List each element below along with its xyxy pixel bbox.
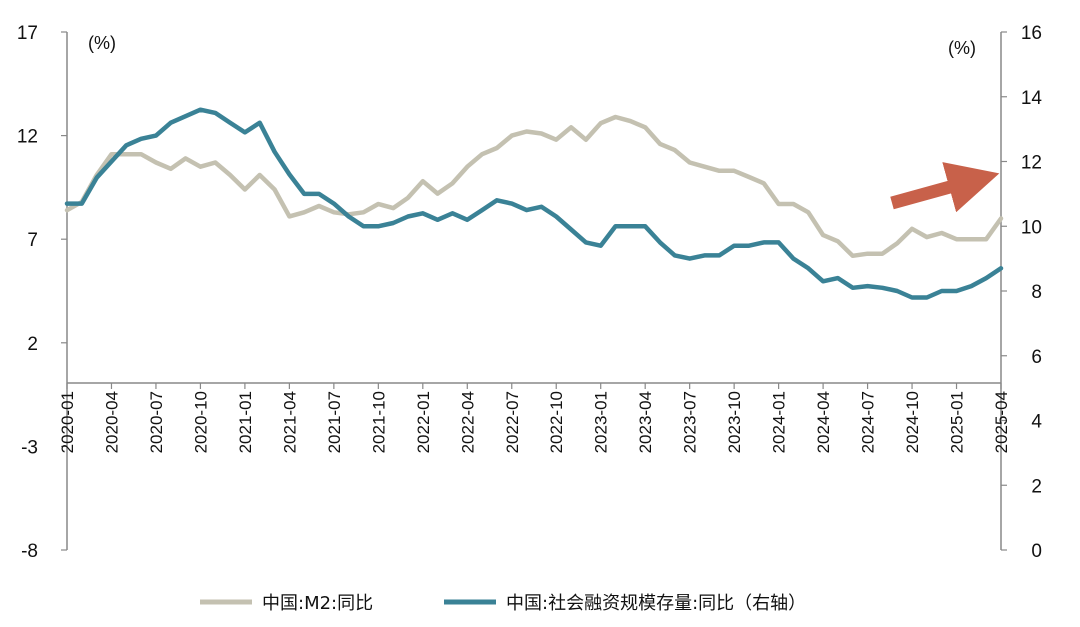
- right-tick-label: 12: [1021, 153, 1042, 174]
- x-tick-label: 2024-04: [814, 391, 833, 453]
- x-tick-label: 2020-07: [147, 391, 166, 453]
- right-axis: 16 14 12 10 8 6 4 2 0 (%): [948, 23, 1042, 562]
- x-tick-label: 2024-07: [859, 391, 878, 453]
- right-tick-label: 14: [1021, 88, 1043, 109]
- left-tick-label: -3: [21, 437, 38, 458]
- x-tick-label: 2020-04: [102, 391, 121, 453]
- legend-label: 中国:社会融资规模存量:同比（右轴）: [506, 593, 806, 614]
- x-tick-label: 2025-04: [992, 391, 1011, 453]
- left-axis: 17 12 7 2 -3 -8 (%): [17, 23, 116, 562]
- x-tick-label: 2023-04: [636, 391, 655, 453]
- x-tick-label: 2021-01: [236, 391, 255, 453]
- x-tick-label: 2020-10: [191, 391, 210, 453]
- tsf-series-line: [64, 107, 1004, 300]
- trend-arrow-shape: [890, 162, 1000, 213]
- x-tick-label: 2024-10: [903, 391, 922, 453]
- x-tick-label: 2021-04: [280, 391, 299, 453]
- left-tick-label: 12: [17, 127, 38, 148]
- x-tick-label: 2022-04: [458, 391, 477, 453]
- left-tick-label: -8: [21, 541, 38, 562]
- x-tick-label: 2022-07: [503, 391, 522, 453]
- x-tick-label: 2021-07: [325, 391, 344, 453]
- legend-label: 中国:M2:同比: [262, 593, 373, 614]
- plot-lines: [64, 107, 1004, 300]
- x-tick-label: 2022-01: [414, 391, 433, 453]
- x-tick-label: 2023-07: [681, 391, 700, 453]
- right-tick-label: 10: [1021, 217, 1042, 238]
- x-axis: 2020-01 2020-04 2020-07 2020-10 2021-01 2021-…: [58, 382, 1011, 453]
- left-tick-label: 2: [27, 334, 38, 355]
- x-tick-label: 2020-01: [58, 391, 77, 453]
- x-tick-label: 2023-10: [725, 391, 744, 453]
- x-tick-label: 2025-01: [948, 391, 967, 453]
- right-tick-label: 6: [1031, 347, 1042, 368]
- right-tick-label: 16: [1021, 23, 1042, 44]
- right-tick-label: 2: [1031, 476, 1042, 497]
- m2-series-line: [64, 114, 1004, 259]
- right-axis-unit: (%): [948, 38, 976, 58]
- x-tick-label: 2024-01: [770, 391, 789, 453]
- x-tick-label: 2023-01: [592, 391, 611, 453]
- x-tick-label: 2022-10: [547, 391, 566, 453]
- left-tick-label: 17: [17, 23, 38, 44]
- x-tick-label: 2021-10: [369, 391, 388, 453]
- right-tick-label: 4: [1031, 412, 1042, 433]
- left-axis-unit: (%): [88, 33, 116, 53]
- right-tick-label: 8: [1031, 282, 1042, 303]
- left-tick-label: 7: [27, 230, 38, 251]
- right-tick-label: 0: [1031, 541, 1042, 562]
- legend: 中国:M2:同比 中国:社会融资规模存量:同比（右轴）: [200, 593, 806, 614]
- trend-arrow: [890, 162, 1000, 213]
